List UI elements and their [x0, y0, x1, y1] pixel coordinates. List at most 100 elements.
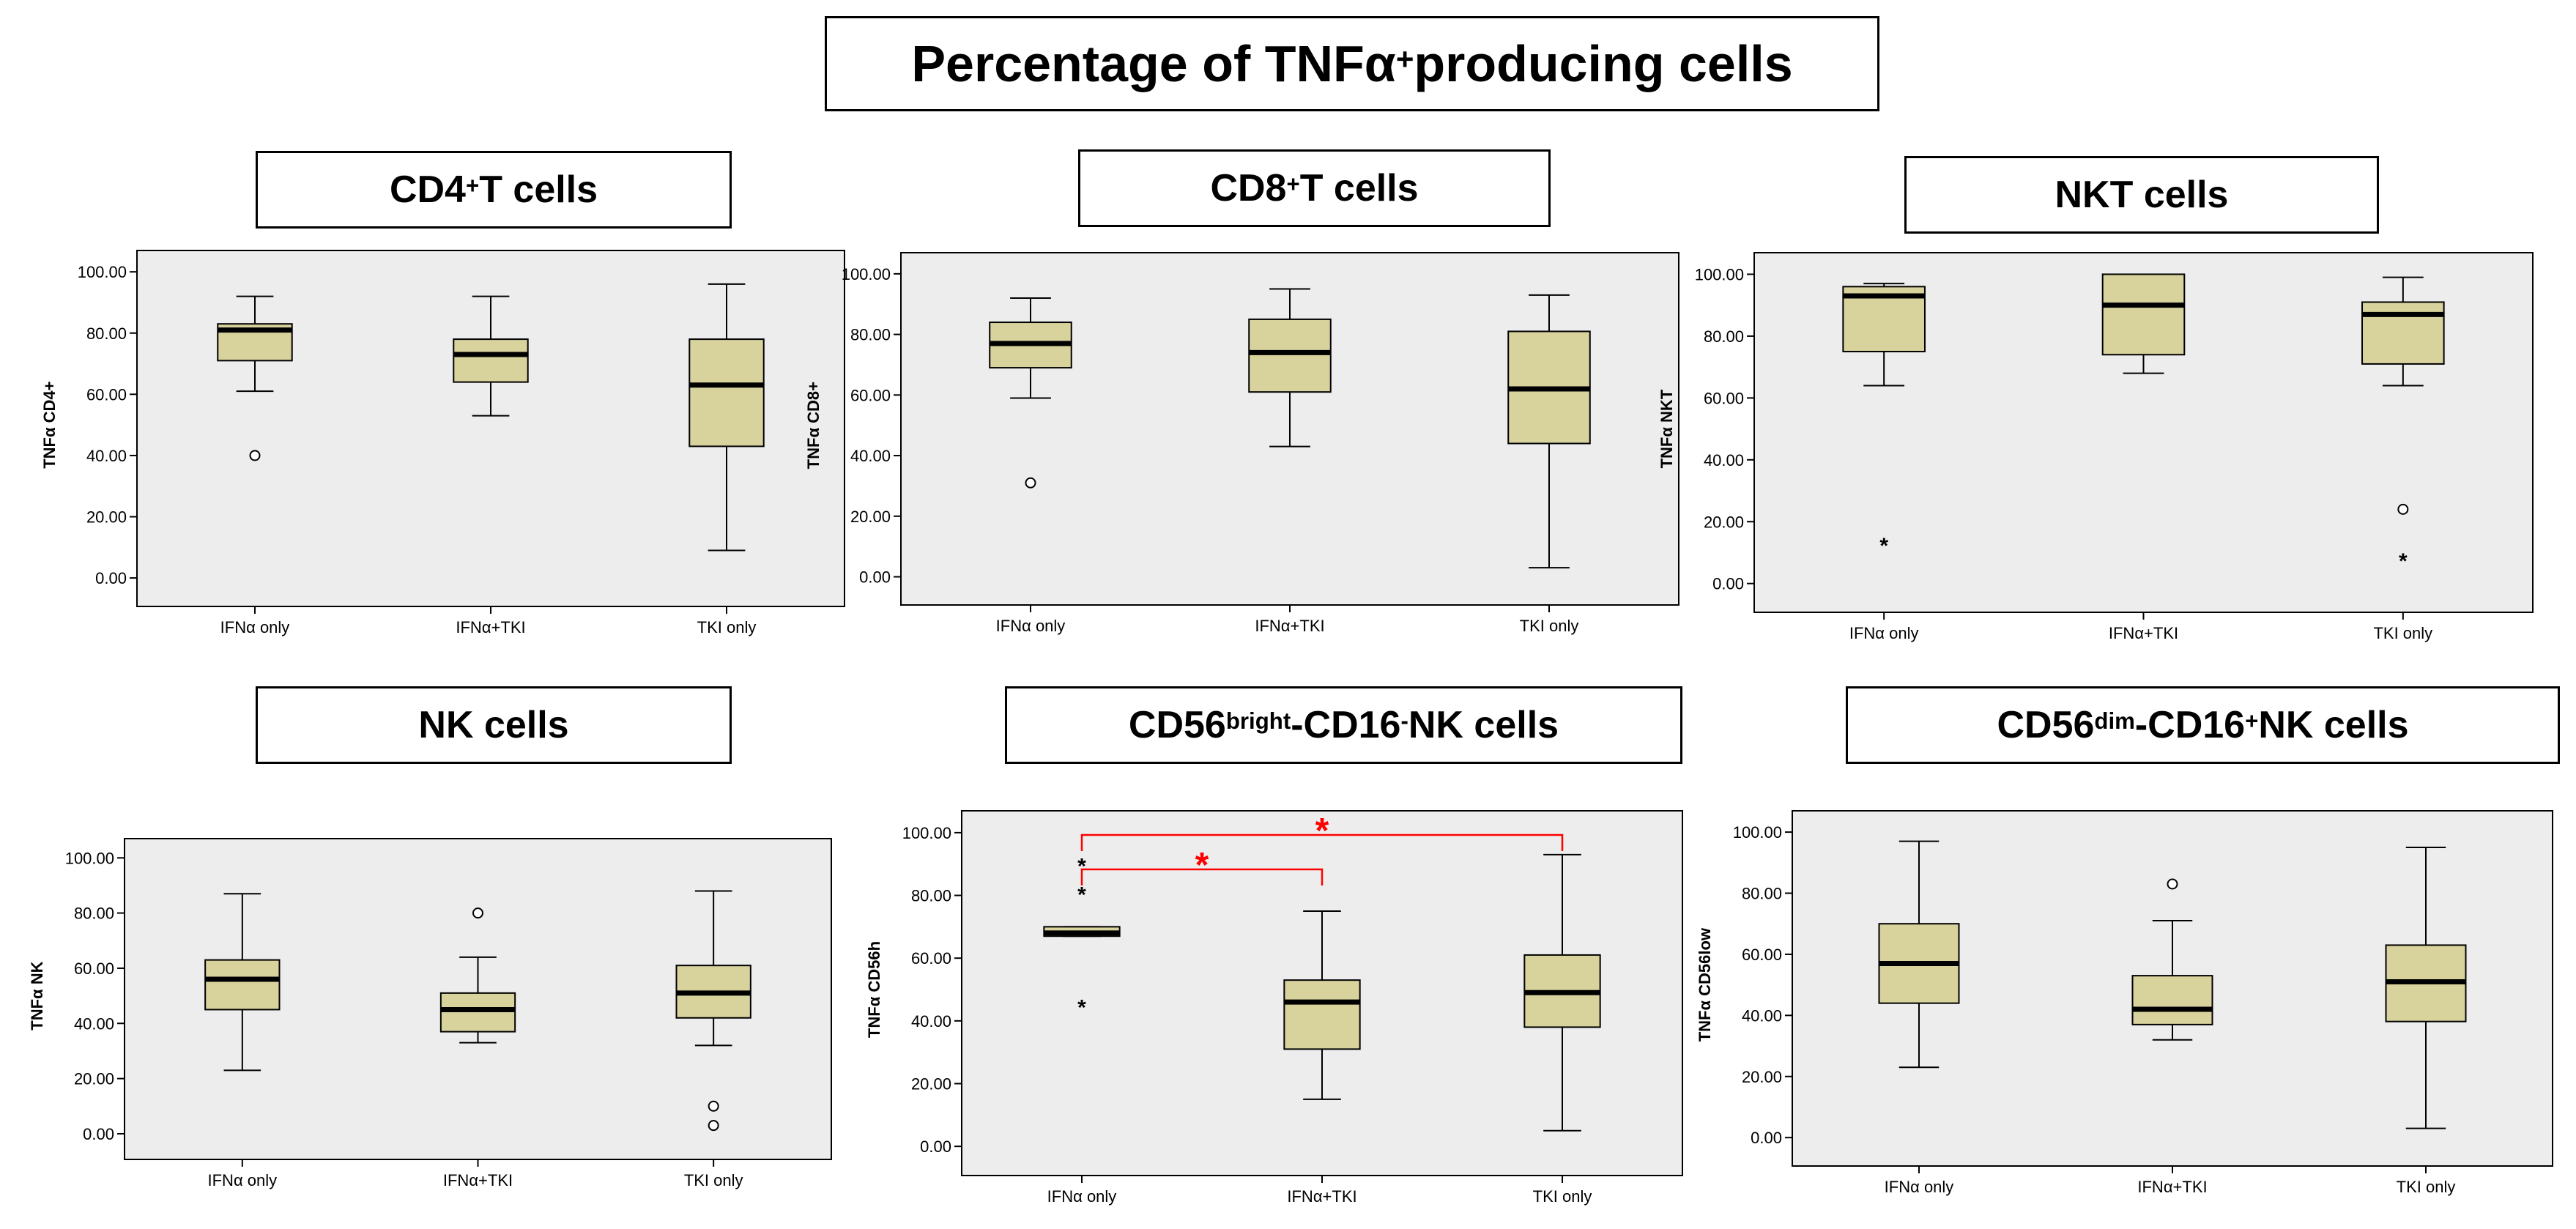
y-tick-label: 100.00	[1695, 265, 1744, 283]
box-1	[217, 295, 293, 461]
panel-title-cd56dim-sup: dim	[2094, 708, 2135, 735]
box-1	[989, 297, 1072, 489]
outlier-star: *	[1077, 883, 1086, 907]
y-tick-label: 60.00	[1704, 389, 1744, 407]
box-2	[453, 295, 529, 417]
y-tick-label: 100.00	[842, 265, 891, 283]
main-title: Percentage of TNFα + producing cells	[825, 16, 1879, 111]
panel-title-cd56bright-sup: bright	[1225, 708, 1291, 735]
y-tick-label: 40.00	[1704, 451, 1744, 469]
x-tick-label: TKI only	[1520, 617, 1579, 635]
panel-title-cd4-pre: CD4	[389, 168, 466, 211]
y-axis-label: TNFα NKT	[1658, 389, 1676, 468]
panel-title-nkt: NKT cells	[1904, 156, 2379, 234]
x-tick-label: IFNα only	[1849, 624, 1919, 642]
panel-title-nkt-pre: NKT cells	[2055, 174, 2229, 216]
panel-title-cd56dim-post: -CD16	[2134, 704, 2246, 746]
outlier-star: *	[1077, 855, 1086, 879]
box-iqr	[204, 959, 281, 1011]
main-title-sup: +	[1395, 41, 1414, 76]
y-tick-label: 60.00	[911, 949, 951, 968]
x-tick-label: IFNα+TKI	[456, 618, 525, 636]
box-1: * * *	[1043, 855, 1121, 1020]
x-tick-label: IFNα only	[208, 1171, 278, 1189]
box-3	[688, 283, 765, 552]
y-tick-label: 40.00	[74, 1014, 114, 1033]
outlier-circle	[708, 1100, 719, 1112]
outlier-star: *	[1077, 995, 1086, 1020]
box-3	[1507, 294, 1591, 569]
y-axis-label: TNFα NK	[28, 961, 46, 1030]
x-tick-label: TKI only	[2373, 624, 2432, 642]
y-tick-label: 100.00	[78, 263, 127, 281]
y-tick-label: 40.00	[86, 447, 127, 465]
y-tick-label: 40.00	[911, 1012, 951, 1031]
outlier-circle	[472, 907, 483, 919]
x-tick-label: IFNα+TKI	[1287, 1187, 1356, 1206]
y-tick-label: 20.00	[1742, 1068, 1782, 1086]
panel-title-cd56bright-sup2: -	[1400, 708, 1408, 735]
box-iqr	[439, 992, 516, 1033]
x-tick-label: IFNα only	[220, 618, 290, 636]
significance-line	[1080, 868, 1324, 885]
y-tick-label: 0.00	[1712, 575, 1744, 593]
box-2	[1283, 910, 1361, 1100]
box-iqr	[1283, 979, 1361, 1050]
panel-title-cd8: CD8 + T cells	[1078, 149, 1551, 227]
box-3: *	[2361, 276, 2445, 573]
box-iqr	[2101, 273, 2186, 356]
x-tick-label: IFNα+TKI	[2109, 624, 2178, 642]
x-tick-label: TKI only	[2397, 1178, 2456, 1196]
box-3	[2385, 846, 2467, 1129]
main-title-prefix: Percentage of TNFα	[911, 35, 1396, 92]
outlier-circle	[708, 1120, 719, 1132]
y-tick-label: 20.00	[86, 508, 127, 527]
y-tick-label: 20.00	[850, 508, 891, 526]
y-tick-label: 0.00	[920, 1137, 951, 1156]
y-axis-label: TNFα CD4+	[40, 382, 59, 469]
x-tick-label: TKI only	[697, 618, 757, 636]
outlier-circle	[1025, 477, 1036, 489]
significance-bracket: *	[1080, 846, 1324, 885]
y-tick-label: 40.00	[1742, 1006, 1782, 1025]
y-tick-label: 80.00	[850, 326, 891, 344]
y-tick-label: 80.00	[74, 905, 114, 923]
significance-label: *	[1315, 812, 1329, 850]
panel-title-nk-pre: NK cells	[418, 704, 569, 746]
box-2	[2131, 878, 2213, 1041]
x-tick-label: IFNα+TKI	[1255, 617, 1324, 635]
box-1	[204, 893, 281, 1072]
panel-title-cd8-sup: +	[1286, 171, 1300, 198]
significance-line	[1080, 833, 1564, 851]
box-iqr	[453, 338, 529, 383]
outlier-star: *	[2399, 549, 2408, 573]
panel-title-cd56bright: CD56 bright -CD16- NK cells	[1005, 686, 1682, 764]
x-tick-label: TKI only	[684, 1171, 743, 1189]
panel-title-cd4: CD4 + T cells	[256, 151, 732, 229]
panel-title-cd56dim-post2: NK cells	[2258, 704, 2409, 746]
y-tick-label: 20.00	[1704, 513, 1744, 531]
box-1: *	[1842, 283, 1926, 558]
y-tick-label: 60.00	[850, 386, 891, 404]
y-tick-label: 60.00	[74, 959, 114, 978]
x-tick-label: IFNα only	[996, 617, 1066, 635]
x-tick-label: IFNα only	[1047, 1187, 1117, 1206]
y-tick-label: 80.00	[86, 324, 127, 343]
outlier-circle	[2397, 503, 2409, 515]
panel-title-cd56dim-sup2: +	[2245, 708, 2259, 735]
y-tick-label: 20.00	[911, 1075, 951, 1094]
y-tick-label: 100.00	[65, 849, 114, 867]
y-tick-label: 20.00	[74, 1070, 114, 1088]
panel-title-cd56bright-pre: CD56	[1128, 704, 1226, 746]
box-3	[1523, 853, 1601, 1132]
x-tick-label: TKI only	[1533, 1187, 1592, 1206]
panel-title-cd4-post: T cells	[479, 168, 598, 211]
panel-title-cd56bright-post: -CD16	[1291, 704, 1401, 746]
box-2	[439, 907, 516, 1044]
box-2	[2101, 273, 2186, 374]
panel-title-cd4-sup: +	[465, 173, 480, 199]
